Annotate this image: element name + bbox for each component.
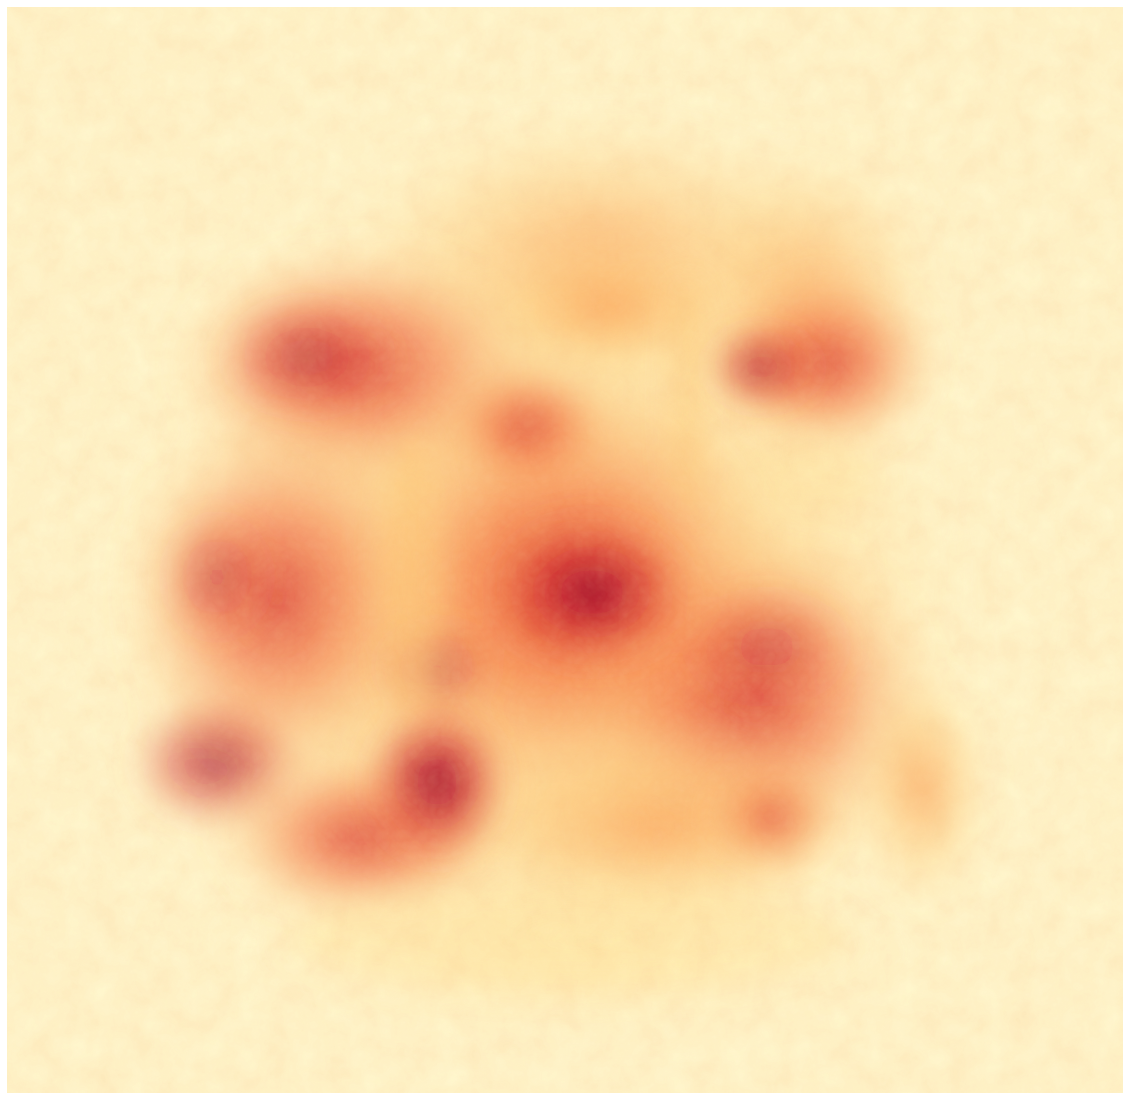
heatmap-frame	[7, 7, 1123, 1093]
heatmap-fine-texture	[7, 7, 1123, 1093]
heatmap-image	[7, 7, 1123, 1093]
